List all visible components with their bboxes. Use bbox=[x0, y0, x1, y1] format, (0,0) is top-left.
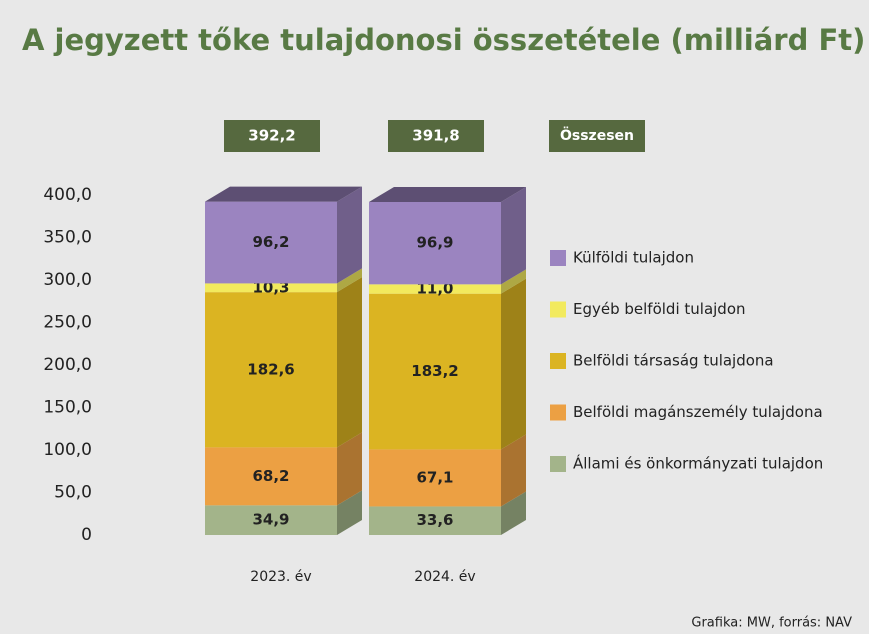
x-tick-label: 2023. év bbox=[250, 569, 311, 585]
x-tick-label: 2024. év bbox=[414, 569, 475, 585]
legend-label: Állami és önkormányzati tulajdon bbox=[573, 454, 823, 473]
legend-swatch bbox=[550, 353, 566, 369]
legend-label: Belföldi társaság tulajdona bbox=[573, 352, 774, 370]
legend-swatch bbox=[550, 250, 566, 266]
bar-top bbox=[369, 186, 526, 202]
y-tick-label: 200,0 bbox=[43, 355, 92, 375]
legend-label: Külföldi tulajdon bbox=[573, 249, 694, 267]
bar-top bbox=[205, 186, 362, 202]
total-label: 391,8 bbox=[412, 127, 459, 145]
y-tick-label: 300,0 bbox=[43, 270, 92, 290]
bar bbox=[369, 293, 501, 450]
bar bbox=[205, 292, 337, 448]
value-label: 96,9 bbox=[416, 234, 453, 252]
value-label: 67,1 bbox=[416, 468, 453, 486]
bar-side bbox=[337, 277, 362, 448]
total-box bbox=[224, 120, 320, 152]
bar bbox=[369, 201, 501, 285]
y-tick-label: 150,0 bbox=[43, 398, 92, 418]
source: Grafika: MW, forrás: NAV bbox=[691, 616, 852, 631]
y-tick-label: 50,0 bbox=[54, 483, 92, 503]
bar-side bbox=[501, 278, 526, 450]
total-box bbox=[549, 120, 645, 152]
bar bbox=[205, 201, 337, 284]
total-box bbox=[388, 120, 484, 152]
value-label: 34,9 bbox=[252, 511, 289, 529]
legend-swatch bbox=[550, 456, 566, 472]
bar-side bbox=[337, 186, 362, 284]
legend-label: Belföldi magánszemély tulajdona bbox=[573, 403, 823, 421]
value-label: 33,6 bbox=[416, 511, 453, 529]
bar-side bbox=[337, 490, 362, 535]
bar-side bbox=[337, 432, 362, 506]
bar-side bbox=[337, 268, 362, 293]
y-tick-label: 400,0 bbox=[43, 185, 92, 205]
y-tick-label: 250,0 bbox=[43, 313, 92, 333]
legend-swatch bbox=[550, 404, 566, 421]
bar bbox=[205, 283, 337, 293]
value-label: 96,2 bbox=[252, 233, 289, 251]
bar bbox=[369, 284, 501, 294]
bar-side bbox=[501, 434, 526, 507]
bar-side bbox=[501, 269, 526, 294]
value-label: 68,2 bbox=[252, 467, 289, 485]
bar bbox=[369, 449, 501, 507]
value-label: 183,2 bbox=[411, 362, 458, 380]
bar-side bbox=[501, 186, 526, 285]
chart-title: A jegyzett tőke tulajdonosi összetétele … bbox=[22, 23, 865, 57]
bar bbox=[205, 447, 337, 506]
bar-side bbox=[501, 491, 526, 535]
legend-swatch bbox=[550, 301, 566, 318]
y-tick-label: 100,0 bbox=[43, 440, 92, 460]
total-title: Összesen bbox=[560, 126, 634, 144]
y-tick-label: 350,0 bbox=[43, 228, 92, 248]
value-label: 182,6 bbox=[247, 360, 294, 378]
total-label: 392,2 bbox=[248, 127, 295, 145]
bar bbox=[205, 505, 337, 535]
bar bbox=[369, 506, 501, 535]
legend-label: Egyéb belföldi tulajdon bbox=[573, 300, 746, 318]
y-tick-label: 0 bbox=[81, 525, 92, 545]
